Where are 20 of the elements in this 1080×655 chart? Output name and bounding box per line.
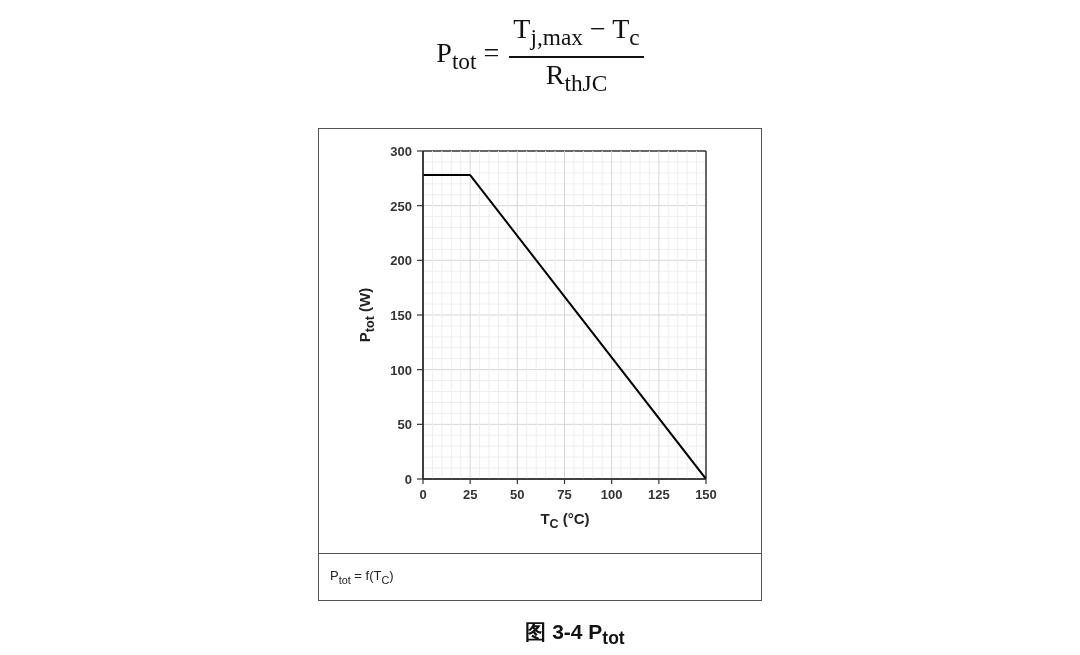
x-tick-label: 25 — [462, 487, 478, 502]
text: 图 3-4 P$_{tot}$ — [524, 619, 626, 650]
text: P$_{tot}$ = f(T$_{C}$) — [330, 568, 394, 586]
x-axis-title: T$_{C}$ (°C) — [539, 510, 591, 531]
y-tick-label: 150 — [390, 308, 412, 323]
y-tick-label: 300 — [390, 144, 412, 159]
y-tick-label: 100 — [390, 362, 412, 378]
x-tick-label: 150 — [695, 487, 717, 502]
text: T$_{j,max}$ − T$_{c}$ — [509, 12, 644, 58]
y-tick-label: 50 — [397, 417, 412, 433]
x-tick-label: 50 — [510, 487, 525, 502]
x-tick-label: 125 — [647, 487, 670, 502]
x-tick-label: 100 — [600, 487, 623, 502]
y-tick-label: 250 — [390, 198, 412, 214]
x-tick-label: 75 — [557, 487, 572, 502]
y-tick-label: 200 — [390, 253, 412, 269]
x-tick-label: 0 — [419, 487, 427, 502]
text: R$_{thJC}$ — [545, 57, 608, 98]
text: P$_{tot}$ = — [436, 36, 500, 75]
y-tick-label: 0 — [404, 472, 412, 487]
